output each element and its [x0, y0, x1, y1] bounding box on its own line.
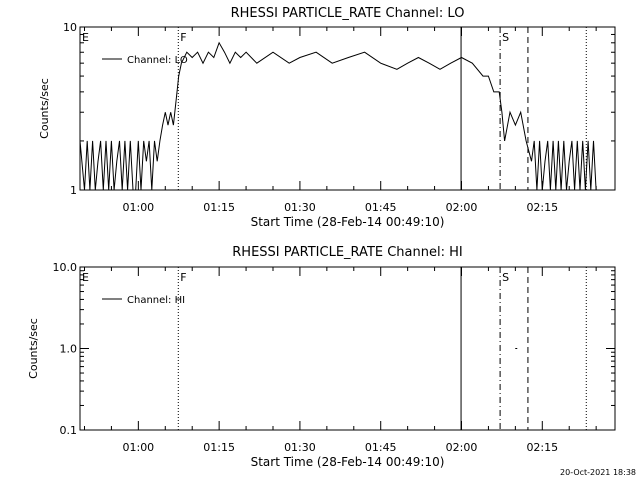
x-tick-label: 02:15	[526, 441, 558, 454]
x-tick-label: 01:15	[203, 201, 235, 214]
y-tick-label: 1	[70, 184, 77, 197]
footer-timestamp: 20-Oct-2021 18:38	[560, 468, 636, 477]
event-marker-label: F	[180, 271, 186, 284]
y-axis-label: Counts/sec	[38, 78, 51, 139]
y-tick-label: 1.0	[60, 343, 78, 356]
legend-label: Channel: LO	[127, 55, 188, 66]
x-tick-label: 01:00	[122, 441, 154, 454]
x-tick-label: 02:00	[446, 441, 478, 454]
chart-panel-hi: RHESSI PARTICLE_RATE Channel: HI Counts/s…	[27, 245, 616, 469]
event-marker-label: F	[180, 31, 186, 44]
series-line	[79, 41, 597, 191]
chart-panel-lo: RHESSI PARTICLE_RATE Channel: LO Counts/s…	[38, 6, 616, 229]
event-marker-label: S	[502, 271, 509, 284]
legend-label: Channel: HI	[127, 295, 185, 306]
event-marker-label: S	[502, 31, 509, 44]
x-axis-label: Start Time (28-Feb-14 00:49:10)	[251, 215, 445, 229]
x-tick-label: 01:45	[365, 441, 397, 454]
y-axis-label: Counts/sec	[27, 318, 40, 379]
event-marker-label: E	[82, 31, 89, 44]
x-tick-label: 01:45	[365, 201, 397, 214]
x-tick-label: 02:00	[446, 201, 478, 214]
y-tick-label: 0.1	[60, 424, 78, 437]
event-marker-label: E	[82, 271, 89, 284]
y-tick-label: 10.0	[53, 261, 78, 274]
plot-frame	[79, 266, 616, 431]
x-tick-label: 01:00	[122, 201, 154, 214]
chart-title: RHESSI PARTICLE_RATE Channel: HI	[232, 245, 462, 260]
y-tick-label: 10	[63, 21, 77, 34]
plot-frame	[79, 26, 616, 191]
x-axis-label: Start Time (28-Feb-14 00:49:10)	[251, 455, 445, 469]
x-tick-label: 02:15	[526, 201, 558, 214]
x-tick-label: 01:15	[203, 441, 235, 454]
x-tick-label: 01:30	[284, 201, 316, 214]
x-tick-label: 01:30	[284, 441, 316, 454]
chart-title: RHESSI PARTICLE_RATE Channel: LO	[231, 6, 465, 21]
